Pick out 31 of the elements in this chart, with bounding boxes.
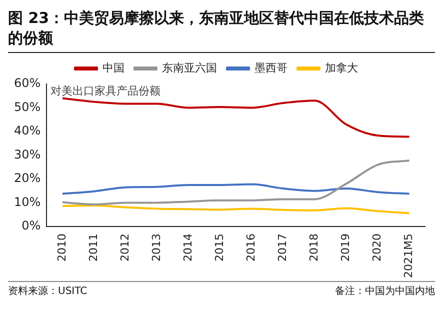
y-tick-label: 0% (22, 218, 41, 233)
x-tick-label: 2010 (55, 234, 68, 262)
x-tick-label: 2012 (118, 234, 132, 262)
legend-label: 中国 (102, 61, 124, 74)
line-series (61, 159, 410, 206)
line-series (61, 204, 410, 214)
text: 资料来源：USITC (8, 284, 88, 298)
line-series (61, 97, 410, 138)
legend-label: 东南亚六国 (162, 61, 217, 74)
chart-title: 图 23：中美贸易摩擦以来，东南亚地区替代中国在低技术品类的份额 (8, 8, 435, 53)
x-tick-label: 2020 (370, 234, 384, 262)
y-tick-label: 50% (14, 100, 41, 114)
x-tick-label: 2014 (181, 234, 194, 262)
y-axis-title: 对美出口家具产品份额 (50, 84, 161, 98)
x-tick-label: 2019 (339, 234, 352, 262)
x-tick-label: 2021M5 (402, 234, 416, 278)
x-tick-label: 2016 (244, 234, 258, 262)
line-series (61, 183, 410, 195)
x-tick-label: 2011 (86, 234, 100, 262)
legend-label: 加拿大 (325, 61, 358, 74)
x-tick-label: 2017 (276, 234, 289, 262)
y-tick-label: 20% (14, 171, 41, 186)
y-tick-label: 40% (14, 124, 41, 138)
y-tick-label: 60% (14, 76, 41, 90)
x-tick-label: 2015 (212, 234, 226, 262)
legend-label: 墨西哥 (254, 61, 288, 74)
y-tick-label: 10% (14, 194, 41, 209)
text: 备注：中国为中国内地 (335, 284, 435, 298)
x-tick-label: 2013 (150, 234, 163, 262)
x-tick-label: 2018 (308, 234, 321, 262)
y-tick-label: 30% (14, 147, 41, 162)
